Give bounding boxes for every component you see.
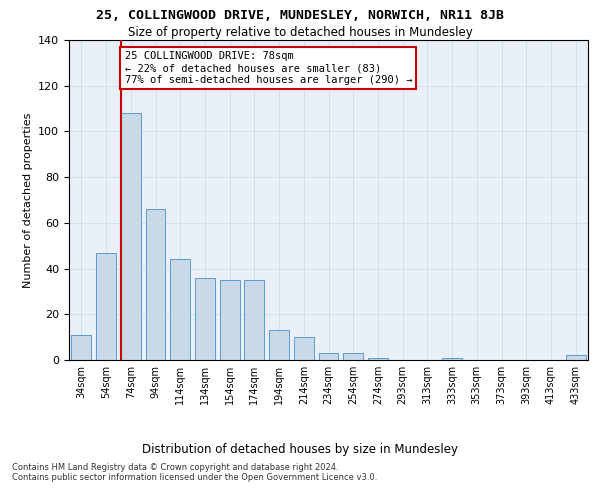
Bar — [146, 209, 166, 360]
Bar — [220, 280, 239, 360]
Bar — [170, 260, 190, 360]
Bar — [96, 252, 116, 360]
Bar — [269, 330, 289, 360]
Bar — [566, 356, 586, 360]
Text: Contains public sector information licensed under the Open Government Licence v3: Contains public sector information licen… — [12, 474, 377, 482]
Text: Size of property relative to detached houses in Mundesley: Size of property relative to detached ho… — [128, 26, 472, 39]
Bar — [368, 358, 388, 360]
Y-axis label: Number of detached properties: Number of detached properties — [23, 112, 32, 288]
Text: Distribution of detached houses by size in Mundesley: Distribution of detached houses by size … — [142, 442, 458, 456]
Text: 25 COLLINGWOOD DRIVE: 78sqm
← 22% of detached houses are smaller (83)
77% of sem: 25 COLLINGWOOD DRIVE: 78sqm ← 22% of det… — [125, 52, 412, 84]
Bar — [195, 278, 215, 360]
Bar — [121, 113, 140, 360]
Bar — [319, 353, 338, 360]
Text: Contains HM Land Registry data © Crown copyright and database right 2024.: Contains HM Land Registry data © Crown c… — [12, 464, 338, 472]
Bar — [244, 280, 264, 360]
Text: 25, COLLINGWOOD DRIVE, MUNDESLEY, NORWICH, NR11 8JB: 25, COLLINGWOOD DRIVE, MUNDESLEY, NORWIC… — [96, 9, 504, 22]
Bar — [71, 335, 91, 360]
Bar — [343, 353, 363, 360]
Bar — [442, 358, 462, 360]
Bar — [294, 337, 314, 360]
